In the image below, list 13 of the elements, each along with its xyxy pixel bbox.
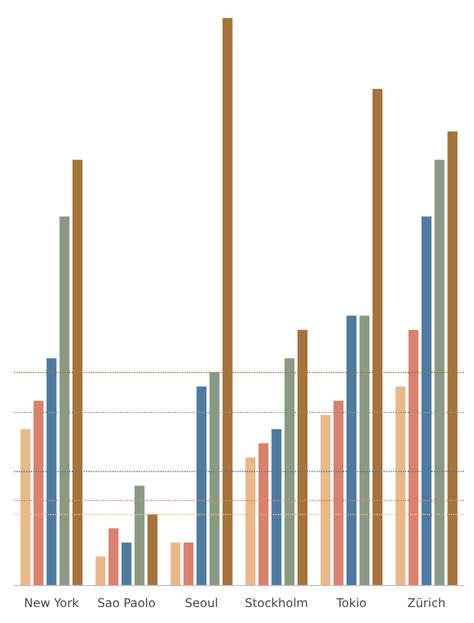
- x-tick-label: New York: [24, 596, 80, 610]
- bar: [108, 528, 118, 585]
- x-tick-label: Seoul: [184, 596, 218, 610]
- bar: [122, 542, 132, 585]
- bar: [134, 486, 144, 585]
- x-tick-label: Tokio: [335, 596, 367, 610]
- x-tick-label: Zürich: [407, 596, 446, 610]
- bar: [184, 542, 194, 585]
- x-tick-label: Stockholm: [244, 596, 308, 610]
- x-tick-label: Sao Paolo: [97, 596, 156, 610]
- bar: [170, 542, 180, 585]
- bar: [96, 556, 106, 585]
- bar: [148, 514, 158, 585]
